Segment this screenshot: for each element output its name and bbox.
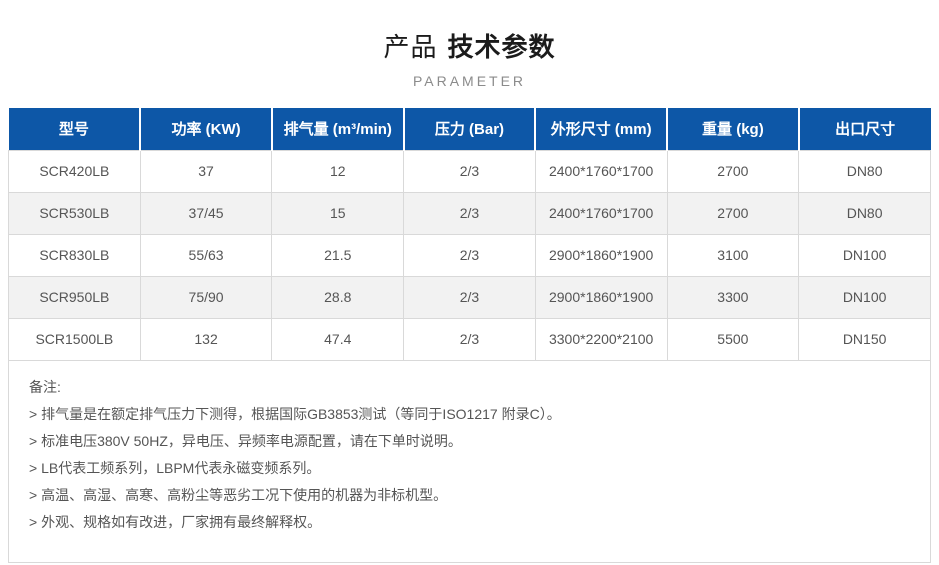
notes-section: 备注: > 排气量是在额定排气压力下测得，根据国际GB3853测试（等同于ISO… (8, 360, 931, 563)
table-cell: 3100 (666, 233, 800, 277)
table-cell-model: SCR1500LB (8, 317, 141, 361)
table-cell: DN80 (798, 149, 931, 193)
table-cell: DN100 (798, 233, 931, 277)
note-item: > 排气量是在额定排气压力下测得，根据国际GB3853测试（等同于ISO1217… (29, 405, 561, 422)
table-cell: DN100 (798, 275, 931, 319)
table-cell: 5500 (666, 317, 800, 361)
table-cell: DN80 (798, 191, 931, 235)
table-cell: 2/3 (403, 275, 536, 319)
table-cell-model: SCR950LB (8, 275, 141, 319)
table-cell: 37/45 (139, 191, 273, 235)
table-cell: 3300 (666, 275, 800, 319)
table-cell: 132 (139, 317, 273, 361)
table-row: SCR420LB 37 12 2/3 2400*1760*1700 2700 D… (8, 149, 931, 193)
column-header-model: 型号 (8, 108, 142, 150)
table-cell: 2/3 (403, 191, 536, 235)
table-cell: 37 (139, 149, 273, 193)
table-cell: 2700 (666, 149, 800, 193)
column-header-weight: 重量 (kg) (667, 108, 800, 150)
note-item: > 标准电压380V 50HZ，异电压、异频率电源配置，请在下单时说明。 (29, 432, 462, 449)
table-cell: 2/3 (403, 317, 536, 361)
table-cell: DN150 (798, 317, 931, 361)
table-cell: 2400*1760*1700 (534, 149, 668, 193)
table-cell: 21.5 (271, 233, 405, 277)
title-block: 产品 技术参数 PARAMETER (0, 0, 939, 89)
table-cell-model: SCR830LB (8, 233, 141, 277)
table-row: SCR950LB 75/90 28.8 2/3 2900*1860*1900 3… (8, 275, 931, 319)
note-item: > 高温、高湿、高寒、高粉尘等恶劣工况下使用的机器为非标机型。 (29, 486, 448, 503)
table-cell: 2900*1860*1900 (534, 275, 668, 319)
table-row: SCR830LB 55/63 21.5 2/3 2900*1860*1900 3… (8, 233, 931, 277)
note-item: > LB代表工频系列，LBPM代表永磁变频系列。 (29, 459, 321, 476)
table-cell: 55/63 (139, 233, 273, 277)
column-header-pressure: 压力 (Bar) (403, 108, 537, 150)
page-subtitle: PARAMETER (412, 73, 527, 89)
column-header-outlet-size: 出口尺寸 (798, 108, 931, 150)
table-row: SCR1500LB 132 47.4 2/3 3300*2200*2100 55… (8, 317, 931, 361)
table-cell: 2900*1860*1900 (534, 233, 668, 277)
column-header-air-delivery: 排气量 (m³/min) (271, 108, 405, 150)
note-item: > 外观、规格如有改进，厂家拥有最终解释权。 (29, 513, 322, 530)
page-title-bold: 技术参数 (447, 32, 556, 62)
table-header-row: 型号 功率 (KW) 排气量 (m³/min) 压力 (Bar) 外形尺寸 (m… (8, 108, 931, 150)
table-cell: 28.8 (271, 275, 405, 319)
table-cell: 15 (271, 191, 405, 235)
table-cell: 2700 (666, 191, 800, 235)
table-cell: 2/3 (403, 149, 536, 193)
table-cell-model: SCR420LB (8, 149, 141, 193)
table-cell: 12 (271, 149, 405, 193)
table-cell: 2/3 (403, 233, 536, 277)
parameters-panel: 型号 功率 (KW) 排气量 (m³/min) 压力 (Bar) 外形尺寸 (m… (8, 108, 931, 563)
page-title: 产品 技术参数 (0, 27, 939, 64)
table-cell: 3300*2200*2100 (534, 317, 668, 361)
notes-title: 备注: (29, 378, 61, 395)
table-cell-model: SCR530LB (8, 191, 141, 235)
table-cell: 2400*1760*1700 (534, 191, 668, 235)
table-cell: 47.4 (271, 317, 405, 361)
column-header-dimensions: 外形尺寸 (mm) (535, 108, 669, 150)
column-header-power: 功率 (KW) (140, 108, 273, 150)
parameters-table: 型号 功率 (KW) 排气量 (m³/min) 压力 (Bar) 外形尺寸 (m… (8, 108, 931, 361)
table-cell: 75/90 (139, 275, 273, 319)
table-row: SCR530LB 37/45 15 2/3 2400*1760*1700 270… (8, 191, 931, 235)
page-title-regular: 产品 (383, 32, 438, 62)
